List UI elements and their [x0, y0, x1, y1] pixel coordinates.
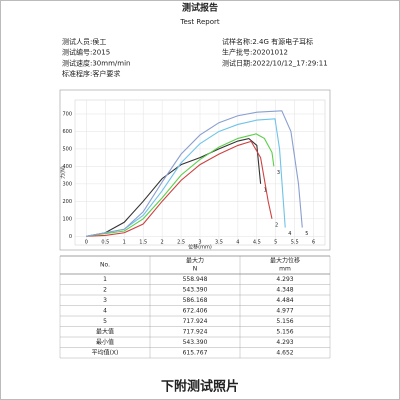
table-cell: 最小值	[96, 338, 114, 346]
table-cell: 4.977	[276, 307, 293, 314]
table-cell: 4.348	[276, 286, 293, 293]
footer: 下附测试照片	[161, 379, 239, 395]
info-right: 试样名称:2.4G 有源电子耳标	[222, 37, 313, 46]
x-tick-label: 0.5	[101, 240, 109, 246]
info-left: 测试人员:侯工	[62, 37, 106, 46]
info-left: 测试编号:2015	[62, 48, 110, 57]
table-cell: 2	[103, 286, 107, 293]
table-cell: 5.156	[276, 328, 293, 335]
curve	[86, 110, 303, 237]
x-tick-label: 6	[312, 240, 315, 246]
curve-label: 2	[275, 222, 278, 228]
table-cell: 543.390	[183, 286, 208, 293]
y-tick-label: 100	[62, 216, 72, 222]
table-cell: 717.924	[183, 328, 208, 335]
title: 测试报告	[182, 2, 218, 14]
x-tick-label: 1	[123, 240, 126, 246]
y-tick-label: 600	[62, 129, 72, 135]
table-cell: 5.156	[276, 318, 293, 325]
table-header: N	[193, 266, 198, 273]
chart-frame	[59, 89, 331, 251]
table-header: No.	[100, 262, 110, 269]
table-header: 最大力位移	[270, 257, 300, 265]
x-tick-label: 2	[161, 240, 164, 246]
table-header: 最大力	[186, 257, 204, 265]
y-tick-label: 200	[62, 199, 72, 205]
x-tick-label: 4.5	[253, 240, 261, 246]
table-cell: 4.293	[276, 276, 293, 283]
x-tick-label: 3	[198, 240, 201, 246]
table-cell: 615.767	[183, 349, 208, 356]
subtitle: Test Report	[179, 18, 219, 26]
x-axis-label: 位移(mm)	[188, 244, 212, 251]
table-cell: 4.484	[276, 297, 293, 304]
curve-label: 5	[305, 231, 308, 237]
y-tick-label: 500	[62, 146, 72, 152]
info-right: 生产批号:20201012	[222, 48, 288, 57]
curve	[86, 140, 273, 237]
curve-label: 3	[277, 170, 280, 176]
info-right: 测试日期:2022/10/12_17:29:11	[222, 58, 328, 67]
table-cell: 平均值(X)	[92, 348, 119, 356]
table-cell: 1	[103, 276, 107, 283]
x-tick-label: 0	[85, 240, 88, 246]
curve-label: 4	[288, 231, 291, 237]
curve-label: 1	[264, 187, 267, 193]
table-cell: 5	[103, 318, 107, 325]
y-tick-label: 300	[62, 181, 72, 187]
info-left: 测试速度:30mm/min	[62, 58, 130, 67]
y-tick-label: 400	[62, 164, 72, 170]
x-tick-label: 5	[274, 240, 277, 246]
y-axis-label: 力(N)	[60, 166, 67, 179]
table-cell: 4.652	[276, 349, 293, 356]
info-left: 标准程序:客户要求	[62, 69, 120, 78]
table-cell: 717.924	[183, 318, 208, 325]
table-cell: 4.293	[276, 339, 293, 346]
table-cell: 558.948	[183, 276, 208, 283]
curve	[86, 133, 275, 237]
curve	[86, 118, 286, 237]
table-cell: 4	[103, 307, 107, 314]
table-cell: 543.390	[183, 339, 208, 346]
x-tick-label: 5.5	[291, 240, 299, 246]
y-tick-label: 700	[62, 111, 72, 117]
table-cell: 3	[103, 297, 107, 304]
x-tick-label: 4	[236, 240, 239, 246]
x-tick-label: 3.5	[215, 240, 223, 246]
x-tick-label: 1.5	[139, 240, 147, 246]
table-cell: 最大值	[96, 327, 114, 335]
table-cell: 672.406	[183, 307, 208, 314]
x-tick-label: 2.5	[177, 240, 185, 246]
curve	[86, 138, 262, 237]
table-header: mm	[279, 266, 291, 273]
y-tick-label: 0	[69, 234, 72, 240]
table-cell: 586.168	[183, 297, 208, 304]
